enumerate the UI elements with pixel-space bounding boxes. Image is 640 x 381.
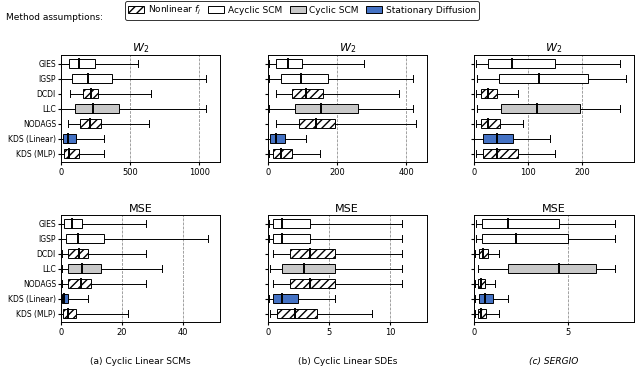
Bar — [65, 219, 82, 228]
Bar — [290, 279, 335, 288]
Bar — [276, 59, 302, 68]
Bar — [479, 249, 488, 258]
Bar — [62, 294, 68, 303]
Bar — [483, 149, 518, 158]
Bar — [277, 309, 317, 318]
Bar — [295, 104, 358, 113]
Bar — [68, 279, 92, 288]
Bar — [273, 294, 298, 303]
Text: (a) Cyclic Linear SCMs: (a) Cyclic Linear SCMs — [90, 357, 191, 366]
Bar — [68, 264, 100, 273]
Bar — [499, 74, 588, 83]
Legend: Nonlinear $f_j$, Acyclic SCM, Cyclic SCM, Stationary Diffusion: Nonlinear $f_j$, Acyclic SCM, Cyclic SCM… — [125, 1, 479, 20]
Bar — [69, 59, 95, 68]
Bar — [479, 294, 493, 303]
Bar — [292, 89, 323, 98]
Text: Method assumptions:: Method assumptions: — [6, 13, 103, 22]
Bar — [271, 134, 285, 143]
Bar — [83, 89, 98, 98]
Bar — [299, 119, 335, 128]
Bar — [63, 134, 76, 143]
Bar — [290, 249, 335, 258]
Bar — [482, 219, 559, 228]
Bar — [483, 134, 513, 143]
Bar — [72, 74, 112, 83]
Bar — [481, 119, 500, 128]
Bar — [273, 219, 310, 228]
Bar — [481, 89, 497, 98]
Title: $W_2$: $W_2$ — [339, 42, 356, 55]
Bar — [282, 74, 328, 83]
Title: $W_2$: $W_2$ — [132, 42, 149, 55]
Bar — [282, 264, 335, 273]
Text: (b) Cyclic Linear SDEs: (b) Cyclic Linear SDEs — [298, 357, 397, 366]
Bar — [68, 249, 88, 258]
Bar — [80, 119, 101, 128]
Bar — [64, 149, 79, 158]
Title: MSE: MSE — [335, 205, 359, 215]
Bar — [75, 104, 119, 113]
Bar — [63, 309, 76, 318]
Bar — [478, 279, 484, 288]
Bar — [508, 264, 596, 273]
Bar — [273, 149, 292, 158]
Title: MSE: MSE — [129, 205, 152, 215]
Title: MSE: MSE — [542, 205, 566, 215]
Text: (c) SERGIO: (c) SERGIO — [529, 357, 579, 366]
Bar — [502, 104, 580, 113]
Bar — [67, 234, 104, 243]
Title: $W_2$: $W_2$ — [545, 42, 563, 55]
Bar — [478, 309, 486, 318]
Bar — [482, 234, 568, 243]
Bar — [273, 234, 310, 243]
Bar — [488, 59, 556, 68]
